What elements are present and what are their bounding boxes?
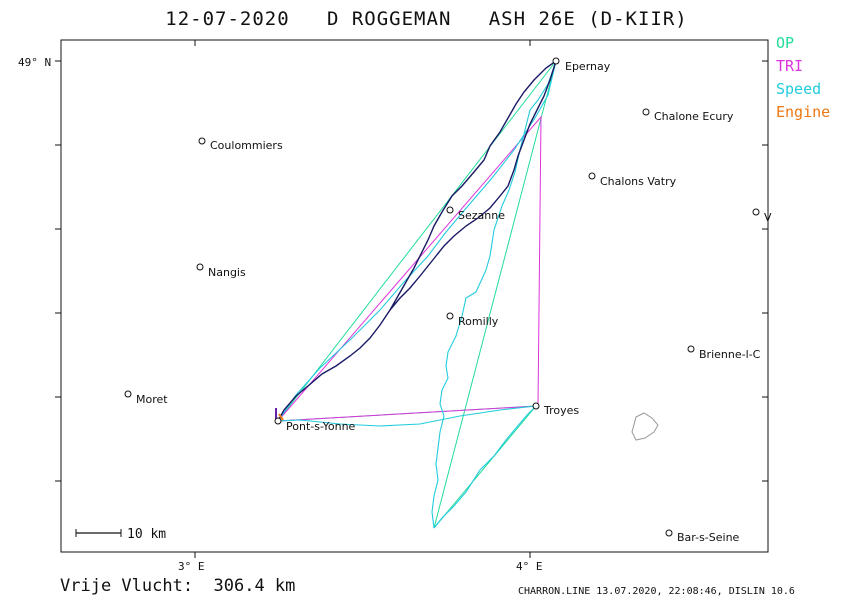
- track-path: [277, 59, 558, 422]
- engine-marker: [275, 408, 284, 421]
- lat-label-49: 49° N: [18, 56, 51, 69]
- svg-text:Bar-s-Seine: Bar-s-Seine: [677, 531, 740, 544]
- place-nangis: Nangis: [196, 263, 246, 279]
- credit-line: CHARRON.LINE 13.07.2020, 22:08:46, DISLI…: [518, 586, 795, 597]
- svg-text:Brienne-l-C: Brienne-l-C: [699, 348, 761, 361]
- legend-engine: Engine: [776, 103, 831, 121]
- svg-text:Moret: Moret: [136, 393, 168, 406]
- lon-label-3e: 3° E: [178, 560, 205, 573]
- svg-text:Sezanne: Sezanne: [458, 209, 505, 222]
- place-bar-s-seine: Bar-s-Seine: [665, 529, 740, 544]
- svg-text:Coulommiers: Coulommiers: [210, 139, 283, 152]
- svg-text:Epernay: Epernay: [565, 60, 611, 73]
- lake-outline: [631, 412, 659, 441]
- lat-ticks: [55, 60, 768, 482]
- place-v: V: [752, 208, 772, 224]
- tri-leg: [277, 115, 542, 422]
- places: Epernay Chalone Ecury Coulommiers Chalon…: [124, 57, 772, 544]
- place-brienne: Brienne-l-C: [687, 345, 761, 361]
- place-epernay: Epernay: [552, 57, 611, 73]
- op-route: [277, 60, 557, 529]
- svg-text:Nangis: Nangis: [208, 266, 246, 279]
- place-pont-s-yonne: Pont-s-Yonne: [274, 417, 356, 433]
- legend-op: OP: [776, 34, 795, 52]
- legend-speed: Speed: [776, 80, 822, 98]
- svg-text:Chalone Ecury: Chalone Ecury: [654, 110, 734, 123]
- flight-track: [277, 59, 558, 422]
- op-leg: [277, 60, 557, 529]
- speed-trace: [277, 60, 557, 529]
- place-moret: Moret: [124, 390, 168, 406]
- map-frame: [60, 39, 769, 553]
- lon-label-4e: 4° E: [516, 560, 543, 573]
- place-romilly: Romilly: [446, 312, 499, 328]
- scale-bar: 10 km: [75, 527, 166, 542]
- place-chalons-vatry: Chalons Vatry: [588, 172, 677, 188]
- svg-text:Pont-s-Yonne: Pont-s-Yonne: [286, 420, 356, 433]
- distance-summary: Vrije Vlucht: 306.4 km: [60, 576, 296, 596]
- legend-tri: TRI: [776, 57, 804, 75]
- tri-route: [277, 115, 542, 422]
- svg-text:Chalons Vatry: Chalons Vatry: [600, 175, 677, 188]
- scale-label: 10 km: [127, 527, 166, 542]
- place-coulommiers: Coulommiers: [198, 137, 283, 152]
- lon-ticks: [194, 40, 531, 558]
- svg-text:Romilly: Romilly: [458, 315, 499, 328]
- speed-path: [277, 60, 557, 529]
- place-chalone-ecury: Chalone Ecury: [642, 108, 734, 123]
- place-troyes: Troyes: [532, 402, 579, 417]
- chart-title: 12-07-2020 D ROGGEMAN ASH 26E (D-KIIR): [165, 8, 688, 30]
- svg-text:Troyes: Troyes: [543, 404, 579, 417]
- place-sezanne: Sezanne: [446, 206, 505, 222]
- svg-text:V: V: [764, 211, 772, 224]
